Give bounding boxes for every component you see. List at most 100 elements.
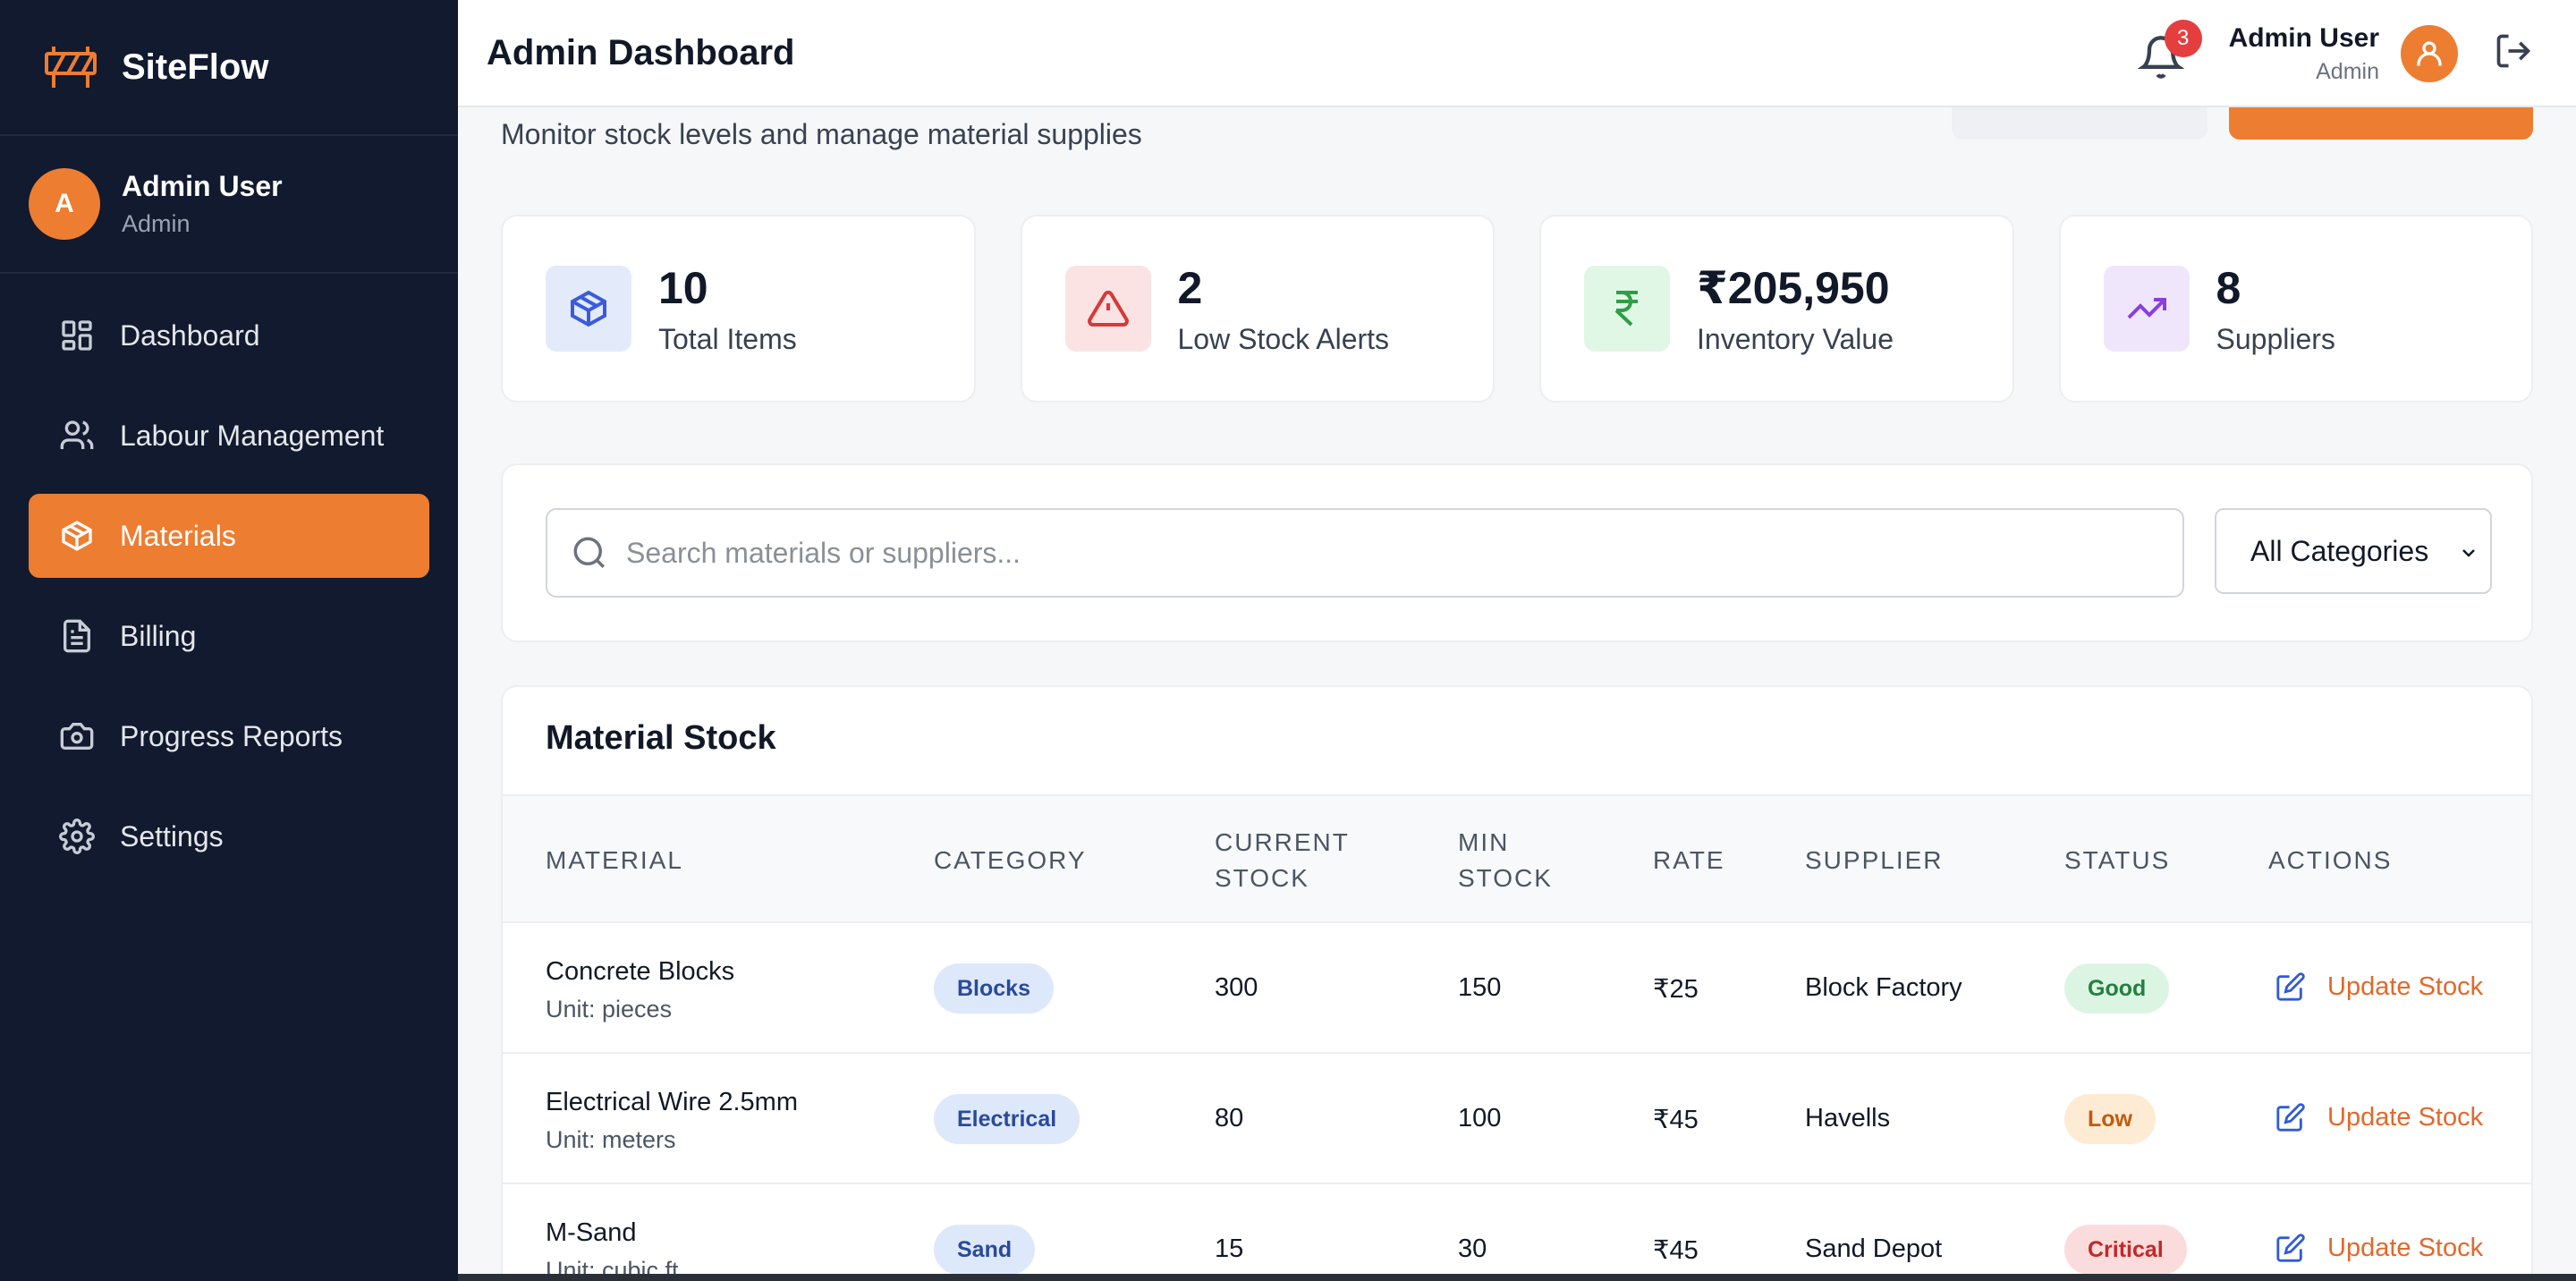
stat-card-total-items: 10 Total Items xyxy=(501,215,976,403)
camera-icon xyxy=(60,723,94,750)
barrier-logo-icon xyxy=(45,47,97,88)
update-stock-button[interactable]: Update Stock xyxy=(2275,971,2483,1002)
top-header: Admin Dashboard 3 Admin User Admin xyxy=(458,0,2576,107)
chevron-down-icon xyxy=(2462,549,2475,557)
sidebar-user: A Admin User Admin xyxy=(0,136,458,274)
search-icon xyxy=(573,537,605,568)
current-stock: 15 xyxy=(1215,1234,1244,1263)
category-select-value: All Categories xyxy=(2250,534,2429,567)
primary-action-button[interactable] xyxy=(2229,107,2533,140)
main-content: Monitor stock levels and manage material… xyxy=(458,107,2576,1281)
avatar: A xyxy=(29,168,100,240)
secondary-action-button[interactable] xyxy=(1952,107,2207,140)
material-name: M-Sand xyxy=(546,1218,637,1247)
column-header-line: STOCK xyxy=(1458,864,1553,892)
sidebar: SiteFlow A Admin User Admin Dashboard La… xyxy=(0,0,458,1281)
search-box[interactable] xyxy=(546,508,2184,598)
column-header-category: CATEGORY xyxy=(934,846,1087,874)
table-row: M-Sand Unit: cubic ft Sand 15 30 ₹45 San… xyxy=(503,1184,2531,1281)
supplier: Block Factory xyxy=(1805,973,1962,1002)
file-icon xyxy=(64,619,90,653)
stat-icon-wrap xyxy=(1064,266,1151,352)
trending-up-icon xyxy=(2127,298,2166,319)
sidebar-item-materials[interactable]: Materials xyxy=(29,494,429,578)
current-stock: 300 xyxy=(1215,973,1258,1002)
status-badge: Good xyxy=(2064,963,2170,1014)
stat-card-suppliers: 8 Suppliers xyxy=(2058,215,2533,403)
notifications-button[interactable]: 3 xyxy=(2134,20,2202,81)
rate: ₹45 xyxy=(1653,1106,1699,1134)
stat-value: 2 xyxy=(1177,262,1203,313)
stat-label: Total Items xyxy=(658,322,797,355)
box-icon xyxy=(62,521,92,551)
column-header-line: CURRENT xyxy=(1215,828,1350,856)
page-title: Admin Dashboard xyxy=(487,32,795,72)
sidebar-item-label: Settings xyxy=(120,819,224,853)
column-header-current-stock: CURRENT STOCK xyxy=(1215,825,1350,896)
update-stock-button[interactable]: Update Stock xyxy=(2275,1102,2483,1133)
status-badge: Critical xyxy=(2064,1225,2187,1275)
table-row: Concrete Blocks Unit: pieces Blocks 300 … xyxy=(503,923,2531,1054)
header-user-name: Admin User xyxy=(2228,22,2379,53)
material-unit: Unit: meters xyxy=(546,1126,676,1153)
box-icon xyxy=(571,290,606,327)
material-unit: Unit: pieces xyxy=(546,996,673,1022)
rate: ₹45 xyxy=(1653,1236,1699,1265)
edit-icon xyxy=(2276,972,2305,1001)
brand[interactable]: SiteFlow xyxy=(0,0,458,136)
update-stock-label: Update Stock xyxy=(2327,971,2484,1001)
users-icon xyxy=(60,420,94,449)
header-user-role: Admin xyxy=(2316,58,2379,84)
supplier: Sand Depot xyxy=(1805,1234,1943,1263)
stat-label: Inventory Value xyxy=(1697,322,1894,355)
update-stock-label: Update Stock xyxy=(2327,1233,2484,1262)
column-header-line: MIN xyxy=(1458,828,1510,856)
category-badge: Blocks xyxy=(934,963,1054,1014)
table-row: Electrical Wire 2.5mm Unit: meters Elect… xyxy=(503,1054,2531,1184)
header-avatar[interactable] xyxy=(2401,25,2458,82)
sidebar-item-label: Dashboard xyxy=(120,318,260,352)
material-name: Electrical Wire 2.5mm xyxy=(546,1088,798,1116)
sidebar-user-role: Admin xyxy=(122,210,191,237)
sidebar-item-labour-management[interactable]: Labour Management xyxy=(29,394,429,478)
update-stock-label: Update Stock xyxy=(2327,1102,2484,1132)
table-title: Material Stock xyxy=(546,719,776,757)
sidebar-nav: Dashboard Labour Management Materials Bi… xyxy=(0,293,458,878)
stat-icon-wrap xyxy=(2103,266,2190,352)
rate: ₹25 xyxy=(1653,975,1699,1004)
column-header-min-stock: MIN STOCK xyxy=(1458,825,1553,896)
current-stock: 80 xyxy=(1215,1104,1244,1133)
brand-name: SiteFlow xyxy=(122,47,269,87)
supplier: Havells xyxy=(1805,1104,1891,1133)
column-header-material: MATERIAL xyxy=(546,846,683,874)
stat-label: Low Stock Alerts xyxy=(1177,322,1390,355)
sidebar-item-label: Billing xyxy=(120,619,197,652)
stat-value: ₹205,950 xyxy=(1697,262,1890,313)
page-subtitle: Monitor stock levels and manage material… xyxy=(501,118,1142,150)
sidebar-item-progress-reports[interactable]: Progress Reports xyxy=(29,694,429,778)
category-select[interactable]: All Categories xyxy=(2215,508,2492,594)
column-header-status: STATUS xyxy=(2064,846,2171,874)
search-input[interactable] xyxy=(626,536,2147,570)
warning-icon xyxy=(1087,290,1129,327)
column-header-line: STOCK xyxy=(1215,864,1309,892)
stat-value: 10 xyxy=(658,262,708,313)
column-header-rate: RATE xyxy=(1653,846,1725,874)
stat-label: Suppliers xyxy=(2216,322,2335,355)
sidebar-item-dashboard[interactable]: Dashboard xyxy=(29,293,429,378)
stat-icon-wrap xyxy=(1584,266,1670,352)
gear-icon xyxy=(59,819,95,854)
window-bottom-edge xyxy=(458,1274,2576,1281)
column-header-actions: ACTIONS xyxy=(2268,846,2393,874)
stat-icon-wrap xyxy=(546,266,631,352)
update-stock-button[interactable]: Update Stock xyxy=(2275,1233,2483,1263)
stat-card-inventory-value: ₹205,950 Inventory Value xyxy=(1539,215,2014,403)
notification-badge: 3 xyxy=(2164,20,2202,57)
stat-card-low-stock: 2 Low Stock Alerts xyxy=(1020,215,1495,403)
sidebar-item-label: Labour Management xyxy=(120,419,385,452)
sidebar-item-label: Progress Reports xyxy=(120,719,343,752)
dashboard-icon xyxy=(62,320,92,351)
logout-button[interactable] xyxy=(2494,31,2538,76)
sidebar-item-billing[interactable]: Billing xyxy=(29,594,429,678)
sidebar-item-settings[interactable]: Settings xyxy=(29,794,429,878)
